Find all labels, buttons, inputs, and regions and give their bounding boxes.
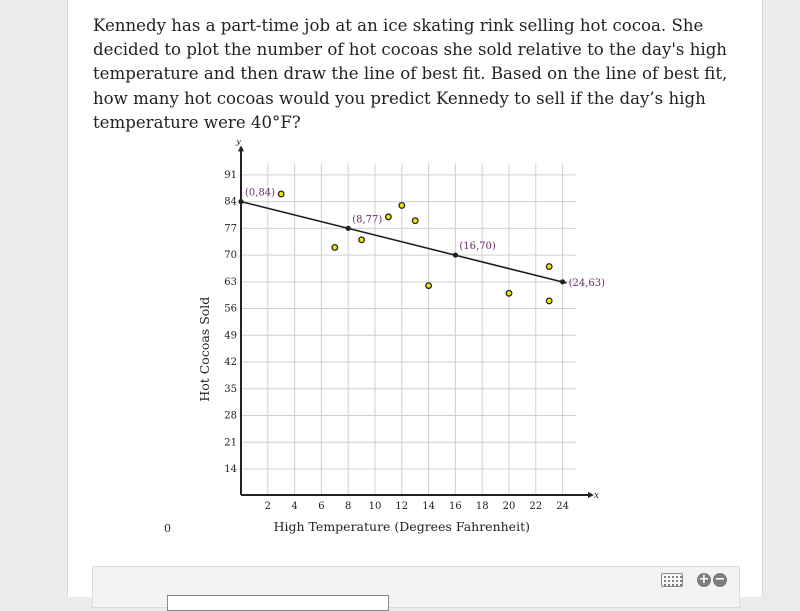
x-tick-label: 14 (422, 501, 435, 512)
best-fit-point-label: (0,84) (245, 188, 275, 199)
x-axis-arrow (588, 492, 594, 498)
y-tick-label: 56 (224, 304, 237, 315)
zoom-out-button[interactable]: − (713, 572, 727, 587)
x-tick-label: 12 (395, 501, 408, 512)
best-fit-line (240, 200, 567, 284)
x-tick-label: 16 (449, 501, 462, 512)
y-tick-label: 42 (224, 357, 237, 368)
keyboard-icon[interactable] (661, 573, 683, 587)
y-axis-letter: y (235, 140, 242, 146)
data-point (398, 201, 406, 209)
y-tick-label: 84 (224, 197, 237, 208)
best-fit-point (560, 279, 566, 285)
y-tick-label: 77 (224, 223, 237, 234)
data-point (545, 297, 553, 305)
y-tick-label: 63 (224, 277, 237, 288)
x-tick-label: 8 (345, 501, 351, 512)
best-fit-point-label: (8,77) (352, 214, 382, 225)
data-point (331, 243, 339, 251)
data-point (411, 217, 419, 225)
x-tick-label: 18 (476, 501, 489, 512)
y-tick-label: 14 (224, 464, 237, 475)
y-tick-label: 91 (224, 170, 237, 181)
y-tick-label: 70 (224, 250, 237, 261)
y-tick-label: 35 (224, 384, 237, 395)
question-card: Kennedy has a part-time job at an ice sk… (67, 0, 763, 611)
x-tick-label: 20 (503, 501, 516, 512)
y-tick-label: 28 (224, 411, 237, 422)
data-point (545, 263, 553, 270)
data-point (505, 289, 513, 297)
best-fit-point (238, 199, 244, 205)
zoom-in-button[interactable]: + (697, 572, 711, 587)
y-tick-label: 49 (224, 330, 237, 341)
x-tick-label: 6 (318, 501, 324, 512)
x-tick-label: 24 (556, 501, 569, 512)
best-fit-point (345, 225, 351, 231)
y-axis-arrow (238, 145, 244, 152)
question-text: Kennedy has a part-time job at an ice sk… (93, 16, 728, 132)
x-tick-label: 4 (291, 501, 297, 512)
x-tick-label: 10 (369, 501, 382, 512)
y-tick-label: 21 (224, 437, 237, 448)
data-point (358, 236, 366, 244)
origin-label: 0 (164, 522, 171, 535)
best-fit-point-label: (16,70) (459, 241, 496, 252)
x-axis-title: High Temperature (Degrees Fahrenheit) (274, 519, 530, 534)
y-axis-title: Hot Cocoas Sold (197, 297, 212, 402)
data-point (277, 190, 285, 198)
answer-input[interactable] (167, 595, 389, 611)
data-point (425, 282, 433, 290)
x-tick-label: 2 (265, 501, 271, 512)
best-fit-point (452, 252, 458, 258)
scatter-plot: yx2 4 6 8 10 12 14 16 18 20 22 24142128354249566370… (197, 140, 606, 534)
data-point (384, 213, 392, 221)
x-tick-label: 22 (529, 501, 542, 512)
best-fit-point-label: (24,63) (569, 278, 606, 289)
x-axis-letter: x (594, 491, 599, 501)
answer-panel: + − (92, 566, 740, 611)
